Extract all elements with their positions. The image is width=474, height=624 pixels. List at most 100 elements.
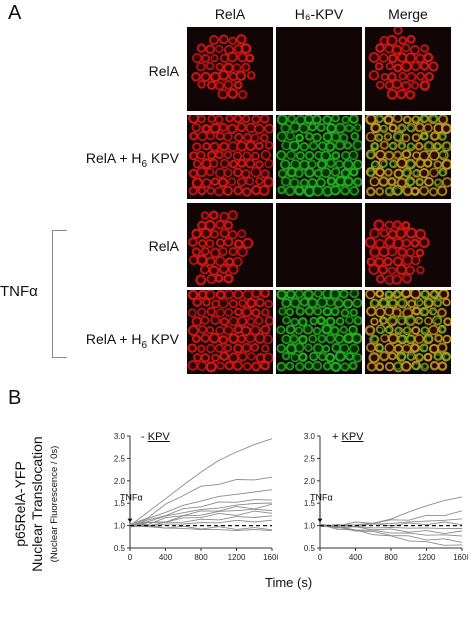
cell-mark [316,316,326,326]
micrograph-r1-c1 [187,27,273,111]
cell-mark [227,141,239,153]
cell-mark-overlay [399,143,405,149]
cell-mark [205,361,217,373]
cell-mark-overlay [389,143,396,149]
cell-mark [214,343,224,353]
cell-mark [312,326,322,336]
cell-mark [187,290,199,301]
cell-mark [295,151,305,161]
cell-mark [320,167,332,178]
cell-mark-overlay [416,299,423,307]
cell-mark [304,361,314,371]
cell-mark [441,158,451,170]
cell-mark [308,334,318,344]
cell-mark [263,176,273,188]
cell-mark [312,132,322,143]
cell-mark [343,141,353,150]
cell-mark [339,325,349,334]
cell-mark [189,131,199,141]
row-label-3: RelA [149,238,179,254]
cell-mark-overlay [421,363,428,369]
cell-mark [352,159,362,170]
cell-mark-overlay [376,326,384,334]
cell-mark-overlay [398,335,406,343]
cell-mark [369,176,380,187]
cell-mark-overlay [425,142,433,150]
cell-mark [250,342,260,352]
micrograph-texture [365,115,451,197]
cell-mark [214,186,225,197]
left-plot-title-text: KPV [147,431,170,443]
cell-mark-overlay [398,353,406,361]
micrograph-texture [187,209,254,286]
cell-mark [227,209,238,221]
cell-mark [188,186,198,196]
cell-mark [255,176,264,186]
cell-mark [437,361,448,371]
tnf-annotation: TNFα [120,493,143,503]
cell-mark [200,53,211,63]
cell-mark [210,229,220,239]
cell-mark [237,351,248,362]
cell-mark-overlay [394,291,401,297]
cell-mark [386,88,398,100]
cell-mark [321,344,331,353]
cell-mark [326,122,337,134]
cell-mark [223,290,235,300]
cell-mark [401,238,412,248]
cell-mark [334,159,344,169]
cell-mark [365,186,376,197]
cell-mark [215,238,225,248]
cell-mark [210,315,221,326]
cell-mark [223,237,234,247]
cell-mark [351,332,362,344]
cell-mark [205,239,215,248]
cell-mark [242,132,253,142]
cell-mark-overlay [430,115,438,123]
cell-mark [294,168,304,179]
cell-mark [222,185,233,196]
cell-mark [218,263,230,275]
cell-mark [289,121,301,133]
cell-mark [223,343,233,353]
cell-mark [261,344,270,353]
cell-mark [423,123,433,133]
cell-mark [391,307,402,318]
cell-mark [281,334,292,345]
cell-mark-overlay [407,160,415,168]
cell-mark [407,299,417,309]
cell-mark [299,141,309,152]
y-tick-label: 1.0 [304,522,316,531]
cell-mark-overlay [434,299,442,307]
cell-mark [401,220,411,230]
cell-mark [228,316,239,327]
cell-mark [304,343,313,353]
cell-mark [442,298,451,307]
cell-mark [208,34,219,46]
cell-mark [200,315,210,325]
cell-mark-overlay [443,353,450,361]
cell-mark [187,308,197,318]
micrograph-r2-c1 [187,115,273,199]
cell-mark [288,140,300,152]
y-tick-label: 2.5 [114,454,126,463]
cell-mark [237,158,247,168]
cell-mark [276,290,288,300]
cell-mark [392,220,402,229]
cell-mark [294,326,303,335]
cell-mark [247,351,256,361]
cell-mark [352,139,362,151]
cell-mark [352,353,362,363]
cell-mark [199,264,210,275]
cell-mark [366,361,377,372]
cell-mark [187,343,197,353]
cell-mark [428,167,439,178]
cell-mark [400,360,412,372]
cell-mark [386,34,398,47]
cell-mark [241,169,251,179]
cell-mark [343,176,354,187]
cell-mark [200,227,212,240]
cell-mark [234,307,243,317]
cell-mark-overlay [439,151,447,159]
